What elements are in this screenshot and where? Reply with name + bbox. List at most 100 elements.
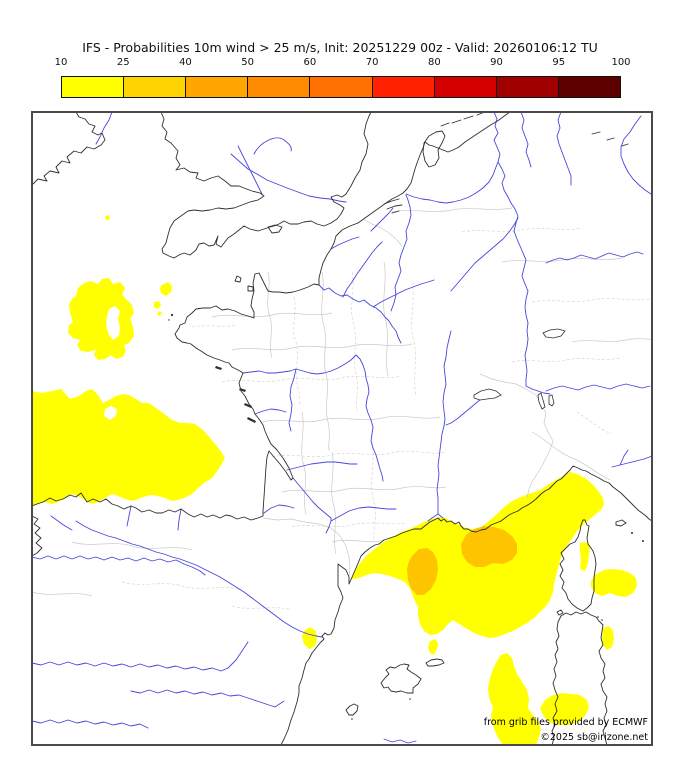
colorbar-segment: [310, 77, 373, 97]
prob-area-small-1: [160, 282, 172, 296]
river-weser: [556, 112, 572, 186]
prob-area-ne-sardinia: [602, 626, 614, 650]
small-islands-layer: [168, 313, 644, 720]
river-cantabrian-1: [126, 505, 132, 527]
coast-zeeland-3: [391, 210, 400, 214]
colorbar-tick-label: 95: [552, 57, 566, 68]
river-saone-rhone: [436, 330, 452, 515]
coast-channel-island-1: [234, 275, 242, 283]
river-somme: [330, 236, 360, 250]
island-tuscan-2: [642, 540, 644, 542]
lake-constance: [542, 328, 566, 339]
coast-ibiza: [345, 703, 359, 716]
river-ems: [520, 112, 532, 168]
coast-ijsselmeer: [422, 130, 446, 168]
coast-asinara: [556, 609, 564, 616]
coast-galicia: [32, 515, 43, 557]
map-panel: from grib files provided by ECMWF ©2025 …: [31, 111, 653, 746]
colorbar-segment: [372, 77, 435, 97]
island-tuscan-1: [631, 532, 633, 534]
island-cabrera: [409, 698, 411, 700]
colorbar-segment: [434, 77, 497, 97]
river-dordogne: [286, 461, 358, 471]
colorbar-tick-label: 40: [179, 57, 192, 68]
lake-maggiore: [537, 392, 546, 410]
coast-isle-of-wight: [267, 224, 283, 234]
river-po-branch: [619, 449, 629, 466]
colorbar-tick-label: 25: [116, 57, 130, 68]
river-oise: [342, 241, 383, 298]
prob-area-corsica-east: [580, 542, 590, 571]
island-molene: [168, 319, 170, 321]
coast-ireland: [32, 112, 106, 186]
attribution-copyright: ©2025 sb@irizone.net: [540, 732, 648, 743]
river-seine: [318, 284, 402, 344]
coast-frisian-1: [591, 131, 601, 135]
river-po: [611, 455, 652, 468]
colorbar-segment: [124, 77, 187, 97]
river-adour: [263, 504, 295, 514]
coast-frisian-3: [621, 143, 629, 147]
coast-corsica: [559, 519, 597, 612]
prob-area-orange-east: [461, 526, 517, 567]
prob-area-small-3: [157, 311, 162, 316]
coast-menorca: [425, 658, 445, 667]
lake-como: [548, 394, 555, 407]
river-marne: [372, 279, 435, 308]
river-main: [545, 251, 644, 264]
river-tarn: [330, 506, 397, 522]
map-canvas: [32, 112, 652, 745]
river-tagus: [32, 641, 249, 672]
colorbar-tick-label: 50: [241, 57, 255, 68]
coast-frisian-2: [606, 137, 615, 141]
colorbar-tick-label: 60: [303, 57, 317, 68]
coast-channel-island-2: [247, 285, 254, 292]
chart-title: IFS - Probabilities 10m wind > 25 m/s, I…: [82, 40, 598, 55]
island-ouessant: [170, 313, 174, 317]
river-douro: [32, 555, 206, 576]
river-meuse: [390, 194, 412, 312]
prob-area-south-1: [488, 653, 541, 745]
prob-area-ebro-coast: [302, 627, 317, 649]
colorbar-tick-label: 10: [54, 57, 68, 68]
river-charente: [254, 408, 287, 415]
island-maddalena-1: [597, 616, 599, 618]
colorbar-segment: [186, 77, 249, 97]
river-guadiana: [32, 719, 149, 729]
river-ouse: [253, 137, 292, 155]
river-moselle: [450, 217, 519, 292]
probability-areas-10-25: [32, 215, 637, 745]
river-rhone-delta-e: [437, 513, 444, 519]
coast-elba: [615, 519, 627, 527]
prob-area-brittany-west: [68, 278, 134, 360]
coast-mediterranean: [280, 465, 652, 745]
coast-wadden-3: [463, 115, 474, 120]
colorbar-segment: [248, 77, 311, 97]
river-danube: [545, 383, 651, 392]
coast-zeeland-2: [386, 204, 403, 210]
river-elbe: [620, 115, 652, 195]
river-scheldt: [370, 207, 394, 232]
river-rhine-lower: [405, 161, 499, 204]
river-jucar: [130, 689, 285, 708]
colorbar-tick-label: 100: [611, 57, 631, 68]
island-oleron: [247, 417, 256, 423]
coast-mallorca: [380, 663, 422, 694]
colorbar-segment: [62, 77, 125, 97]
coast-wadden-2: [451, 119, 462, 124]
map-frame: [32, 112, 652, 745]
coastlines-layer: [32, 112, 652, 745]
colorbar-legend: [61, 76, 621, 98]
rivers-layer: [32, 112, 652, 744]
prob-area-south-2: [540, 693, 589, 725]
prob-area-small-2: [154, 301, 161, 309]
coast-sardinia-west: [551, 615, 562, 745]
coast-sardinia-east: [560, 611, 608, 745]
colorbar-segment: [496, 77, 559, 97]
colorbar-tick-label: 80: [427, 57, 441, 68]
island-formentera: [351, 718, 353, 720]
river-blue-wiggle-south: [383, 738, 417, 744]
river-rhone-alpine: [445, 398, 482, 426]
river-rhine: [493, 112, 551, 395]
prob-area-biscay: [32, 389, 225, 506]
